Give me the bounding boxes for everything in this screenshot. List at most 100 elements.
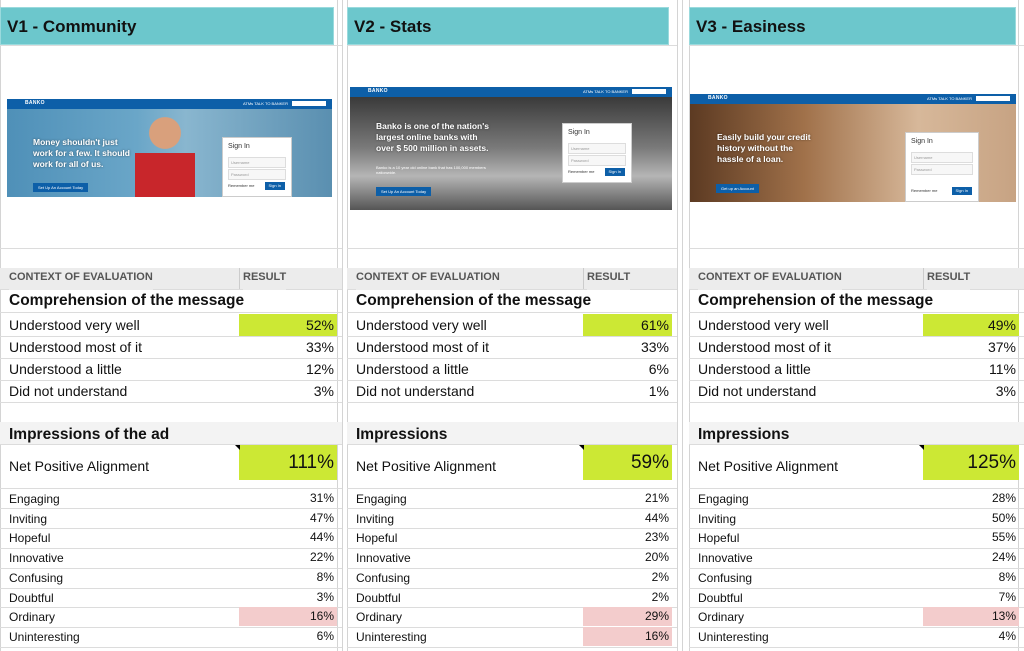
- username-field[interactable]: Username: [911, 152, 973, 163]
- impression-value: 8%: [316, 569, 334, 584]
- impression-value: 44%: [309, 530, 334, 545]
- comprehension-label: Understood a little: [356, 361, 469, 377]
- ad-preview-1[interactable]: BANKO ATMs TALK TO BANKER Money shouldn't …: [7, 99, 332, 197]
- impression-label: Engaging: [9, 492, 60, 506]
- username-field[interactable]: Username: [228, 157, 286, 168]
- grid-line: [677, 0, 678, 651]
- row-line: [347, 647, 677, 648]
- comprehension-value: 3%: [995, 383, 1016, 399]
- row-line: [0, 380, 342, 381]
- impression-label: Confusing: [356, 570, 411, 585]
- row-line: [0, 568, 342, 569]
- impression-label: Confusing: [9, 570, 64, 585]
- column-header-3[interactable]: V3 - Easiness: [689, 7, 1016, 45]
- row-line: [689, 312, 1024, 313]
- signin-button[interactable]: Sign In: [264, 182, 285, 190]
- impression-value: 2%: [651, 589, 669, 604]
- signin-title: Sign In: [228, 143, 250, 150]
- preview-search-box: [976, 96, 1010, 101]
- tagline-line: largest online banks with: [376, 132, 478, 142]
- comprehension-label: Understood very well: [356, 317, 487, 333]
- row-line: [347, 358, 677, 359]
- impression-value: 24%: [991, 550, 1016, 565]
- context-header: CONTEXT OF EVALUATION: [356, 270, 500, 290]
- impression-label: Inviting: [356, 511, 395, 526]
- password-field[interactable]: Password: [568, 155, 626, 166]
- row-line: [0, 528, 342, 529]
- signin-title: Sign In: [568, 129, 590, 136]
- comprehension-label: Understood most of it: [698, 339, 832, 355]
- ad-preview-2[interactable]: BANKO ATMs TALK TO BANKER Banko is one of …: [350, 87, 672, 210]
- impressions-title-row: [689, 422, 1024, 444]
- row-line: [347, 627, 677, 628]
- comprehension-value: 61%: [583, 314, 672, 336]
- row-line: [0, 488, 342, 489]
- signin-card: Sign In Username Password Remember me Sign I…: [905, 132, 979, 202]
- impression-value: 21%: [644, 491, 669, 505]
- bank-logo: BANKO: [25, 100, 45, 106]
- grid-line: [342, 0, 343, 651]
- remember-me[interactable]: Remember me: [568, 169, 595, 174]
- remember-me[interactable]: Remember me: [228, 183, 255, 188]
- impression-value: 16%: [239, 607, 337, 627]
- password-field[interactable]: Password: [911, 164, 973, 175]
- row-line: [0, 588, 342, 589]
- preview-nav-links: ATMs TALK TO BANKER: [927, 96, 972, 101]
- comprehension-value: 33%: [640, 339, 669, 355]
- comment-marker-icon: [919, 445, 924, 450]
- comprehension-label: Did not understand: [356, 383, 475, 399]
- impression-label: Ordinary: [698, 610, 745, 625]
- signin-button[interactable]: Sign In: [951, 187, 972, 195]
- row-line: [347, 528, 677, 529]
- row-line: [0, 358, 342, 359]
- impression-label: Engaging: [356, 492, 407, 506]
- username-field[interactable]: Username: [568, 143, 626, 154]
- impressions-title: Impressions of the ad: [9, 426, 170, 443]
- preview-cta-button[interactable]: Set Up An Account Today: [376, 187, 432, 196]
- impression-label: Doubtful: [356, 590, 401, 605]
- preview-tagline: Banko is one of the nation's largest onli…: [376, 121, 489, 154]
- row-line: [347, 248, 677, 249]
- impression-label: Innovative: [9, 551, 64, 566]
- row-line: [0, 312, 342, 313]
- password-field[interactable]: Password: [228, 169, 286, 180]
- row-line: [689, 528, 1024, 529]
- header-divider: [583, 268, 584, 289]
- signin-card: Sign In Username Password Remember me Sign I…: [222, 137, 292, 197]
- impression-value: 6%: [316, 628, 334, 643]
- impressions-title: Impressions: [356, 426, 448, 443]
- row-line: [347, 380, 677, 381]
- row-line: [689, 402, 1024, 403]
- comprehension-label: Understood a little: [698, 361, 811, 377]
- comprehension-value: 12%: [305, 361, 334, 377]
- signin-button[interactable]: Sign In: [604, 168, 625, 176]
- impression-label: Hopeful: [356, 531, 398, 546]
- column-header-2[interactable]: V2 - Stats: [347, 7, 669, 45]
- column-header-1[interactable]: V1 - Community: [0, 7, 334, 45]
- net-positive-label: Net Positive Alignment: [356, 458, 497, 474]
- net-positive-label: Net Positive Alignment: [9, 458, 150, 474]
- row-line: [0, 548, 342, 549]
- comment-marker-icon: [579, 445, 584, 450]
- preview-tagline: Easily build your credit history without …: [717, 132, 811, 165]
- row-line: [689, 358, 1024, 359]
- net-positive-value: 59%: [583, 445, 672, 480]
- context-header: CONTEXT OF EVALUATION: [9, 270, 153, 290]
- comprehension-value: 49%: [923, 314, 1019, 336]
- comprehension-label: Understood very well: [9, 317, 140, 333]
- tagline-line: work for all of us.: [33, 159, 104, 169]
- remember-me[interactable]: Remember me: [911, 188, 938, 193]
- row-line: [689, 508, 1024, 509]
- preview-cta-button[interactable]: Set Up An Account Today: [33, 183, 89, 192]
- ad-preview-3[interactable]: BANKO ATMs TALK TO BANKER Easily build you…: [690, 94, 1016, 202]
- preview-cta-button[interactable]: Get up an Account: [716, 184, 759, 193]
- impression-value: 50%: [991, 510, 1016, 525]
- row-line: [689, 647, 1024, 648]
- result-header: RESULT: [927, 270, 971, 290]
- row-line: [689, 588, 1024, 589]
- header-divider: [239, 268, 240, 289]
- row-line: [689, 380, 1024, 381]
- grid-line: [347, 0, 348, 651]
- grid-line: [689, 0, 690, 651]
- comprehension-label: Did not understand: [9, 383, 128, 399]
